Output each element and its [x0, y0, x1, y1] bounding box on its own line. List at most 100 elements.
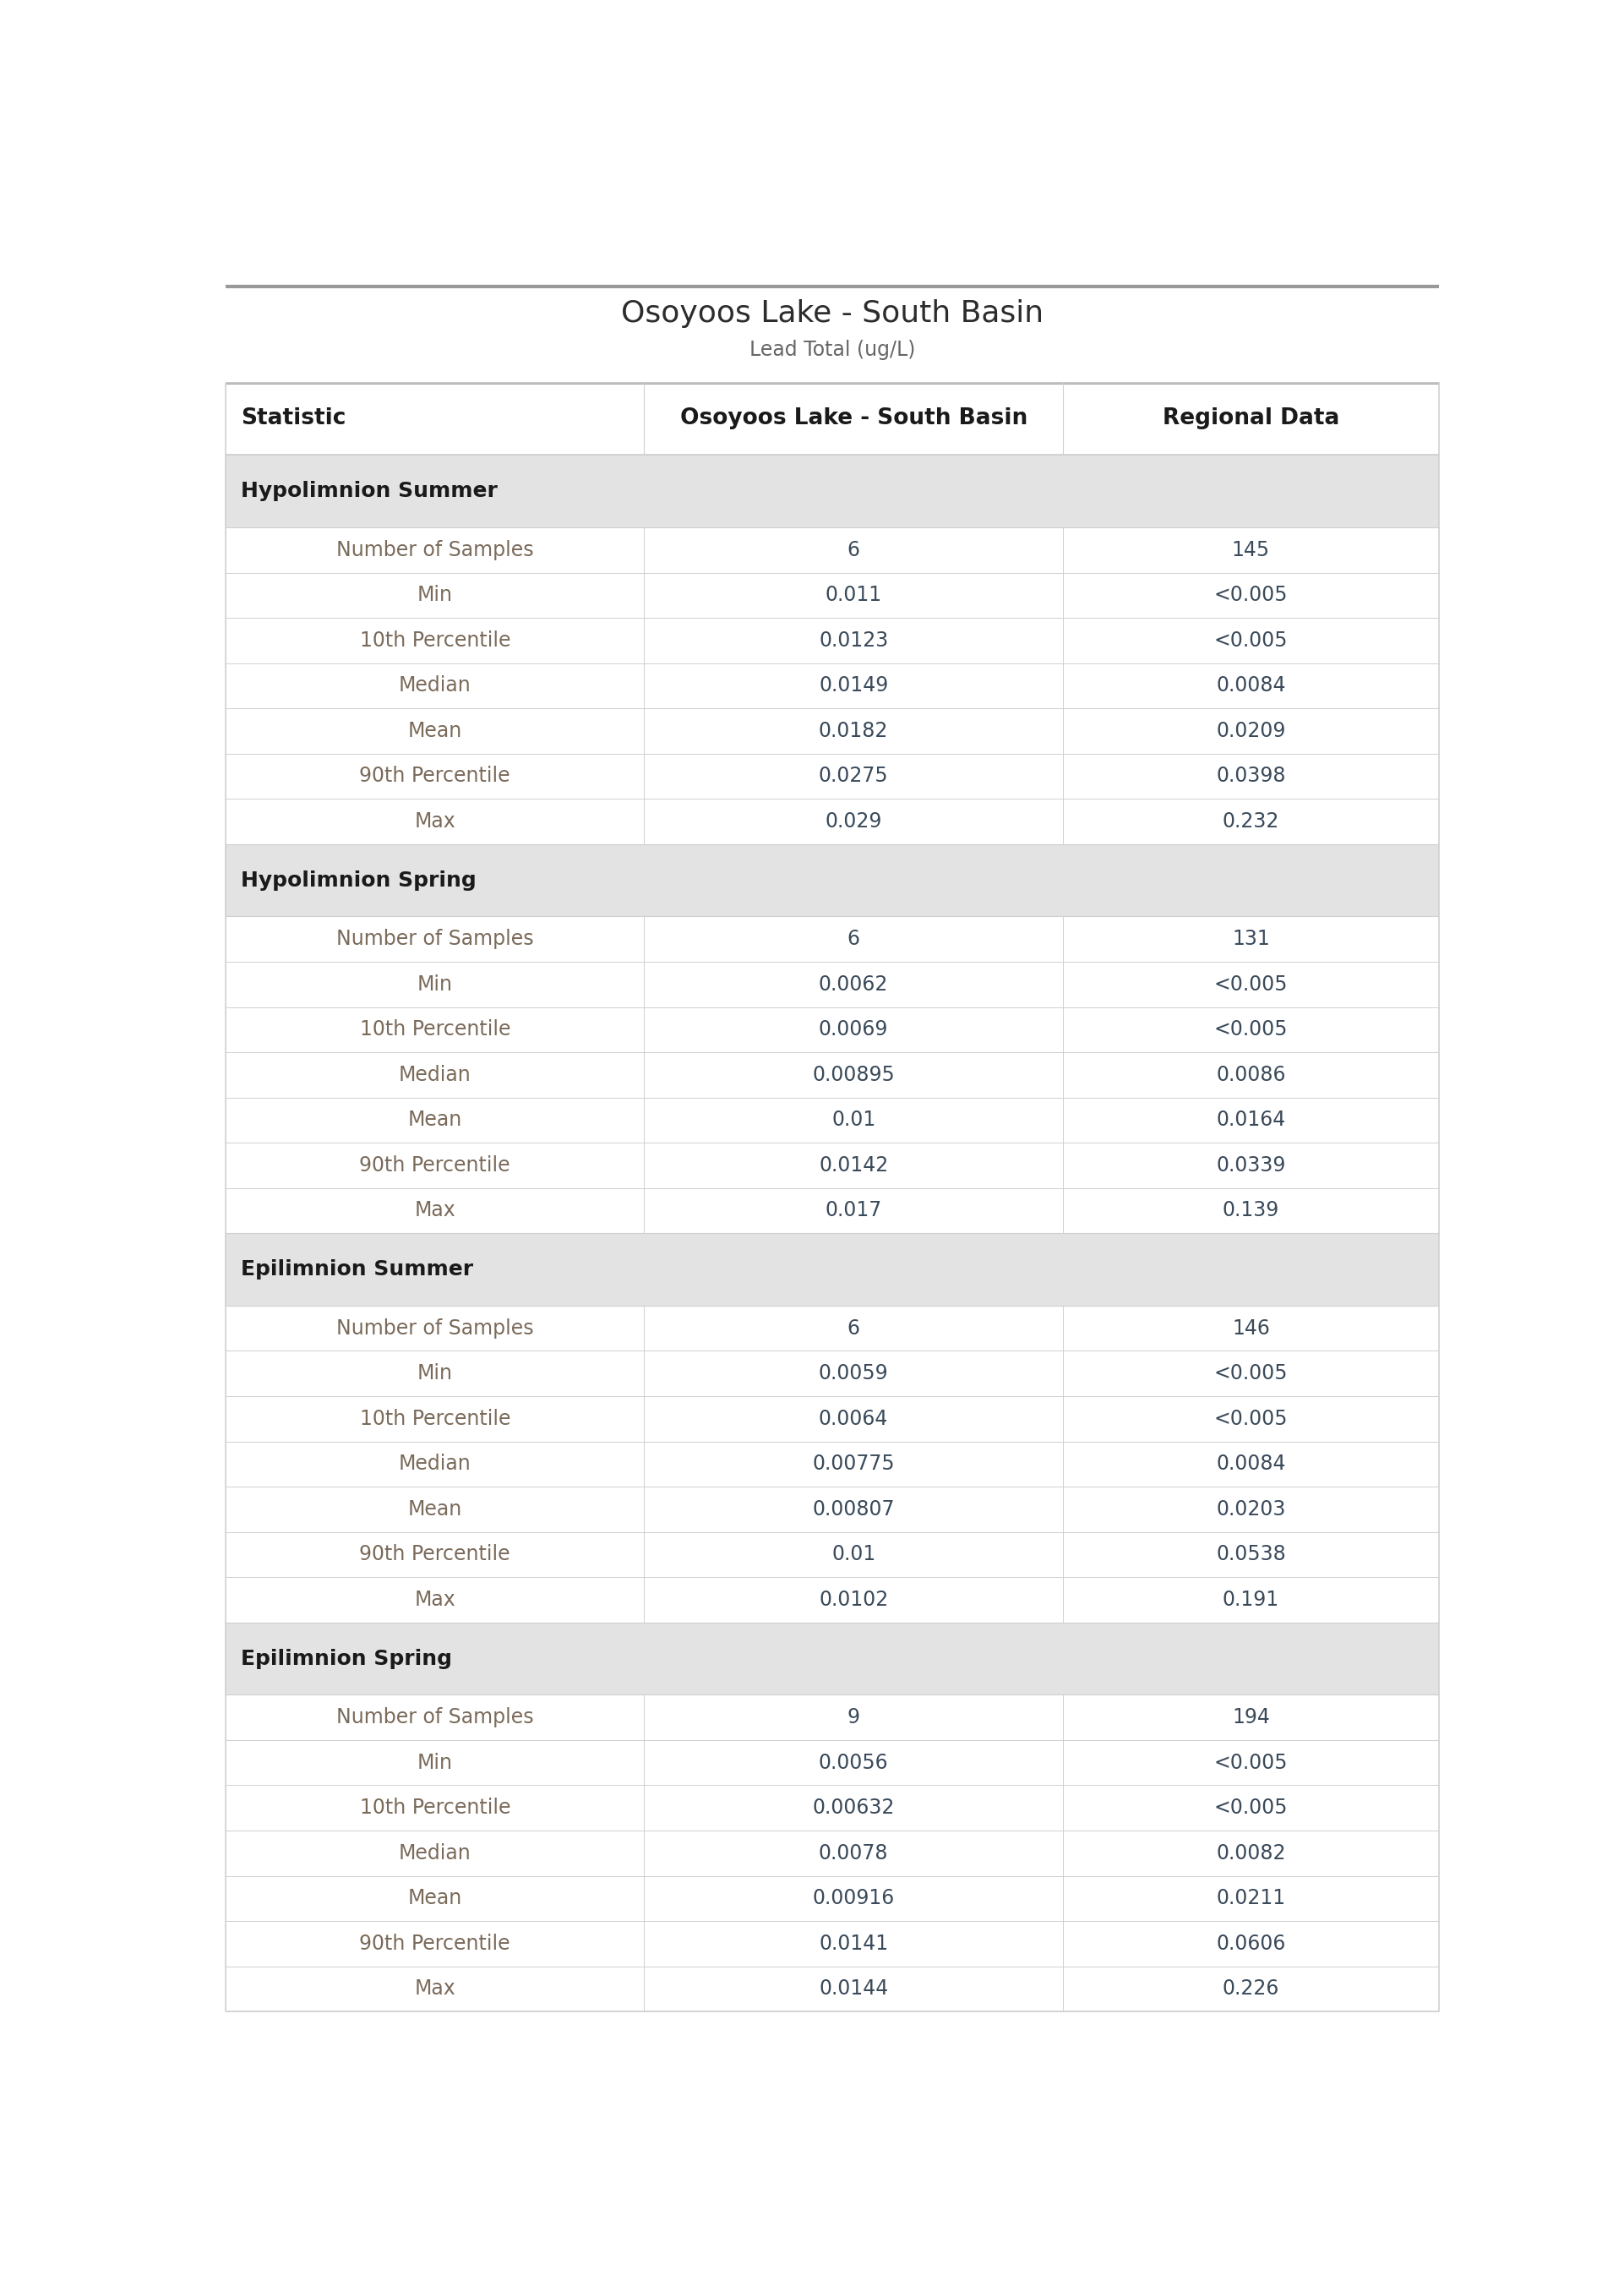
Text: 10th Percentile: 10th Percentile	[359, 1410, 510, 1428]
Text: Number of Samples: Number of Samples	[336, 540, 534, 561]
Text: 0.00895: 0.00895	[812, 1065, 895, 1085]
Text: 0.0142: 0.0142	[818, 1155, 888, 1176]
Text: 10th Percentile: 10th Percentile	[359, 1019, 510, 1040]
Text: 145: 145	[1233, 540, 1270, 561]
Bar	[226, 1142, 1439, 1187]
Bar	[226, 1784, 1439, 1830]
Text: 0.0123: 0.0123	[818, 631, 888, 651]
Text: Min: Min	[417, 586, 453, 606]
Bar	[226, 1096, 1439, 1142]
Text: Min: Min	[417, 1752, 453, 1773]
Text: 0.011: 0.011	[825, 586, 882, 606]
Text: 90th Percentile: 90th Percentile	[359, 765, 510, 785]
Bar	[226, 844, 1439, 917]
Bar	[226, 917, 1439, 962]
Text: 90th Percentile: 90th Percentile	[359, 1544, 510, 1564]
Text: 6: 6	[848, 1319, 859, 1339]
Text: Mean: Mean	[408, 1498, 463, 1519]
Text: Epilimnion Summer: Epilimnion Summer	[240, 1260, 473, 1280]
Text: 0.0141: 0.0141	[818, 1934, 888, 1954]
Text: Number of Samples: Number of Samples	[336, 1319, 534, 1339]
Bar	[226, 1233, 1439, 1305]
Text: Max: Max	[414, 1979, 456, 2000]
Text: <0.005: <0.005	[1213, 1752, 1288, 1773]
Text: 0.0059: 0.0059	[818, 1364, 888, 1385]
Text: Median: Median	[400, 1065, 471, 1085]
Text: Number of Samples: Number of Samples	[336, 1707, 534, 1727]
Bar	[226, 1830, 1439, 1875]
Text: Number of Samples: Number of Samples	[336, 928, 534, 949]
Text: 0.0149: 0.0149	[818, 676, 888, 697]
Text: 0.0086: 0.0086	[1216, 1065, 1286, 1085]
Text: Regional Data: Regional Data	[1163, 409, 1340, 429]
Text: Median: Median	[400, 1843, 471, 1864]
Text: 0.139: 0.139	[1223, 1201, 1280, 1221]
Text: 0.0078: 0.0078	[818, 1843, 888, 1864]
Bar	[226, 1920, 1439, 1966]
Bar	[226, 527, 1439, 572]
Text: Median: Median	[400, 676, 471, 697]
Text: 0.01: 0.01	[831, 1110, 875, 1130]
Text: Mean: Mean	[408, 722, 463, 740]
Bar	[226, 1396, 1439, 1441]
Bar	[226, 1532, 1439, 1578]
Text: 0.0211: 0.0211	[1216, 1889, 1286, 1909]
Text: <0.005: <0.005	[1213, 974, 1288, 994]
Text: 0.0062: 0.0062	[818, 974, 888, 994]
Text: 0.0398: 0.0398	[1216, 765, 1286, 785]
Text: 131: 131	[1233, 928, 1270, 949]
Text: 0.0082: 0.0082	[1216, 1843, 1286, 1864]
Bar	[226, 1578, 1439, 1623]
Text: 0.0538: 0.0538	[1216, 1544, 1286, 1564]
Text: 0.01: 0.01	[831, 1544, 875, 1564]
Text: Osoyoos Lake - South Basin: Osoyoos Lake - South Basin	[620, 300, 1044, 327]
Text: 0.029: 0.029	[825, 810, 882, 831]
Bar	[226, 454, 1439, 527]
Text: <0.005: <0.005	[1213, 631, 1288, 651]
Text: 0.0069: 0.0069	[818, 1019, 888, 1040]
Text: 0.0203: 0.0203	[1216, 1498, 1286, 1519]
Text: 0.232: 0.232	[1223, 810, 1280, 831]
Text: <0.005: <0.005	[1213, 1364, 1288, 1385]
Text: Max: Max	[414, 1201, 456, 1221]
Bar	[226, 708, 1439, 754]
Text: 10th Percentile: 10th Percentile	[359, 1798, 510, 1818]
Text: 0.0209: 0.0209	[1216, 722, 1286, 740]
Bar	[226, 1623, 1439, 1696]
Text: <0.005: <0.005	[1213, 1410, 1288, 1428]
Text: 0.0084: 0.0084	[1216, 676, 1286, 697]
Bar	[226, 1187, 1439, 1233]
Text: 0.0182: 0.0182	[818, 722, 888, 740]
Bar	[226, 1741, 1439, 1784]
Text: 0.00807: 0.00807	[812, 1498, 895, 1519]
Bar	[226, 1351, 1439, 1396]
Text: 90th Percentile: 90th Percentile	[359, 1934, 510, 1954]
Bar	[226, 1305, 1439, 1351]
Bar	[226, 1441, 1439, 1487]
Text: 0.0606: 0.0606	[1216, 1934, 1286, 1954]
Text: 0.0064: 0.0064	[818, 1410, 888, 1428]
Text: 6: 6	[848, 928, 859, 949]
Text: 146: 146	[1233, 1319, 1270, 1339]
Text: Hypolimnion Summer: Hypolimnion Summer	[240, 481, 497, 502]
Text: Hypolimnion Spring: Hypolimnion Spring	[240, 869, 476, 890]
Text: 0.191: 0.191	[1223, 1589, 1280, 1609]
Bar	[226, 1053, 1439, 1096]
Bar	[226, 1008, 1439, 1053]
Text: 0.00916: 0.00916	[812, 1889, 895, 1909]
Text: Epilimnion Spring: Epilimnion Spring	[240, 1648, 451, 1668]
Bar	[226, 1875, 1439, 1920]
Text: 0.0144: 0.0144	[818, 1979, 888, 2000]
Text: 194: 194	[1233, 1707, 1270, 1727]
Text: Max: Max	[414, 810, 456, 831]
Text: 0.0339: 0.0339	[1216, 1155, 1286, 1176]
Text: 0.017: 0.017	[825, 1201, 882, 1221]
Text: 9: 9	[848, 1707, 859, 1727]
Text: 0.0275: 0.0275	[818, 765, 888, 785]
Text: Lead Total (ug/L): Lead Total (ug/L)	[749, 340, 916, 361]
Text: 0.0084: 0.0084	[1216, 1453, 1286, 1473]
Text: Median: Median	[400, 1453, 471, 1473]
Text: 6: 6	[848, 540, 859, 561]
Text: 10th Percentile: 10th Percentile	[359, 631, 510, 651]
Text: Min: Min	[417, 1364, 453, 1385]
